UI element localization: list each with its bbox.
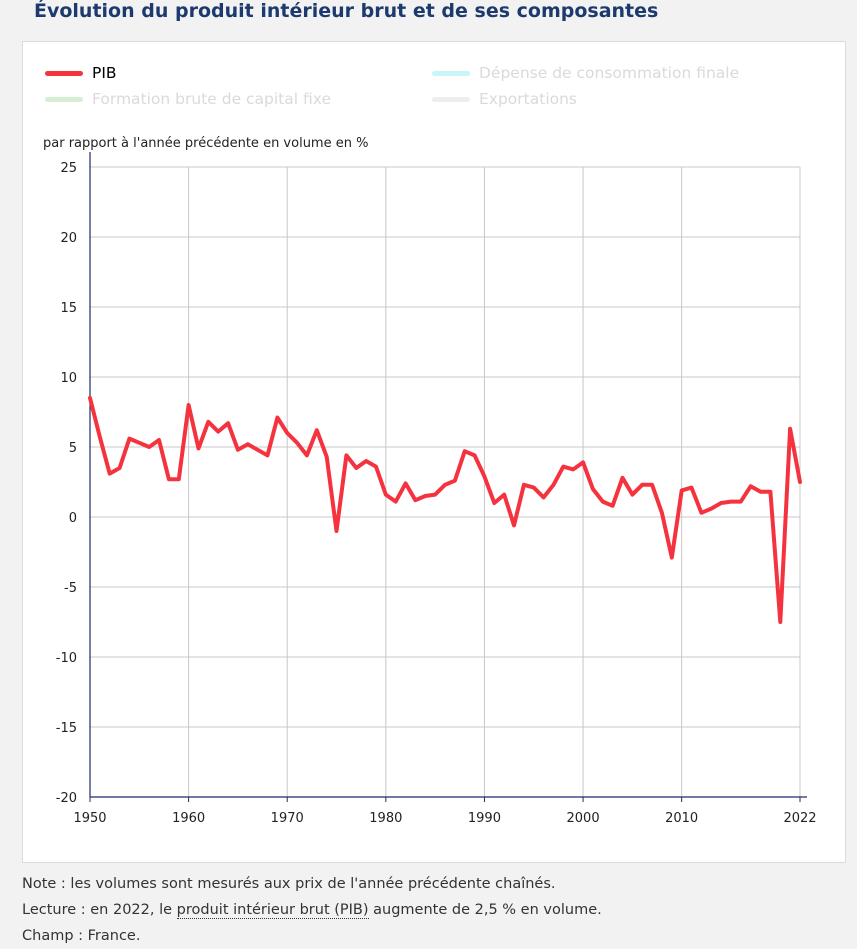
lecture-prefix: Lecture : en 2022, le <box>22 902 173 918</box>
x-tick-label: 1960 <box>172 811 205 826</box>
note-text: Note : les volumes sont mesurés aux prix… <box>22 876 556 892</box>
legend-label-exportations: Exportations <box>479 90 578 108</box>
x-tick-label: 1950 <box>73 811 106 826</box>
pib-definition-link[interactable]: produit intérieur brut (PIB) <box>176 902 369 919</box>
y-tick-label: 5 <box>69 441 77 456</box>
x-tick-label: 2022 <box>783 811 816 826</box>
champ-text: Champ : France. <box>22 928 141 944</box>
notes: Note : les volumes sont mesurés aux prix… <box>22 871 602 949</box>
y-tick-label: -10 <box>56 651 77 666</box>
y-tick-label: -15 <box>56 721 77 736</box>
y-axis-label: par rapport à l'année précédente en volu… <box>43 136 369 151</box>
legend-swatch-depense-consommation <box>432 70 470 76</box>
legend-label-depense-consommation: Dépense de consommation finale <box>479 64 740 82</box>
y-tick-label: -5 <box>64 581 77 596</box>
x-tick-label: 2010 <box>665 811 698 826</box>
legend-item-exportations[interactable]: Exportations <box>432 90 577 108</box>
chart-panel: PIB Dépense de consommation finale Forma… <box>22 41 846 863</box>
legend-item-pib[interactable]: PIB <box>45 64 117 82</box>
legend-swatch-pib <box>45 70 83 76</box>
legend-label-formation-brute: Formation brute de capital fixe <box>92 90 332 108</box>
x-tick-label: 1970 <box>271 811 304 826</box>
legend-item-depense-consommation[interactable]: Dépense de consommation finale <box>432 64 739 82</box>
y-tick-label: 20 <box>60 231 77 246</box>
line-chart: 25 20 15 10 5 0 -5 -10 -15 -20 1950 1960 1970 1980 199… <box>56 152 817 826</box>
chart-title: Évolution du produit intérieur brut et d… <box>34 0 659 22</box>
legend-label-pib: PIB <box>92 64 117 82</box>
x-tick-label: 1980 <box>369 811 402 826</box>
lecture-text: Lecture : en 2022, le produit intérieur … <box>22 897 602 923</box>
legend-item-formation-brute[interactable]: Formation brute de capital fixe <box>45 90 331 108</box>
x-tick-label: 1990 <box>468 811 501 826</box>
y-tick-label: 15 <box>60 301 77 316</box>
x-tick-label: 2000 <box>567 811 600 826</box>
y-tick-label: 0 <box>69 511 77 526</box>
lecture-suffix: augmente de 2,5 % en volume. <box>373 902 602 918</box>
y-tick-label: -20 <box>56 791 77 806</box>
legend-swatch-exportations <box>432 96 470 102</box>
y-tick-label: 10 <box>60 371 77 386</box>
y-tick-label: 25 <box>60 161 77 176</box>
series-line-pib <box>88 396 802 624</box>
legend-swatch-formation-brute <box>45 96 83 102</box>
